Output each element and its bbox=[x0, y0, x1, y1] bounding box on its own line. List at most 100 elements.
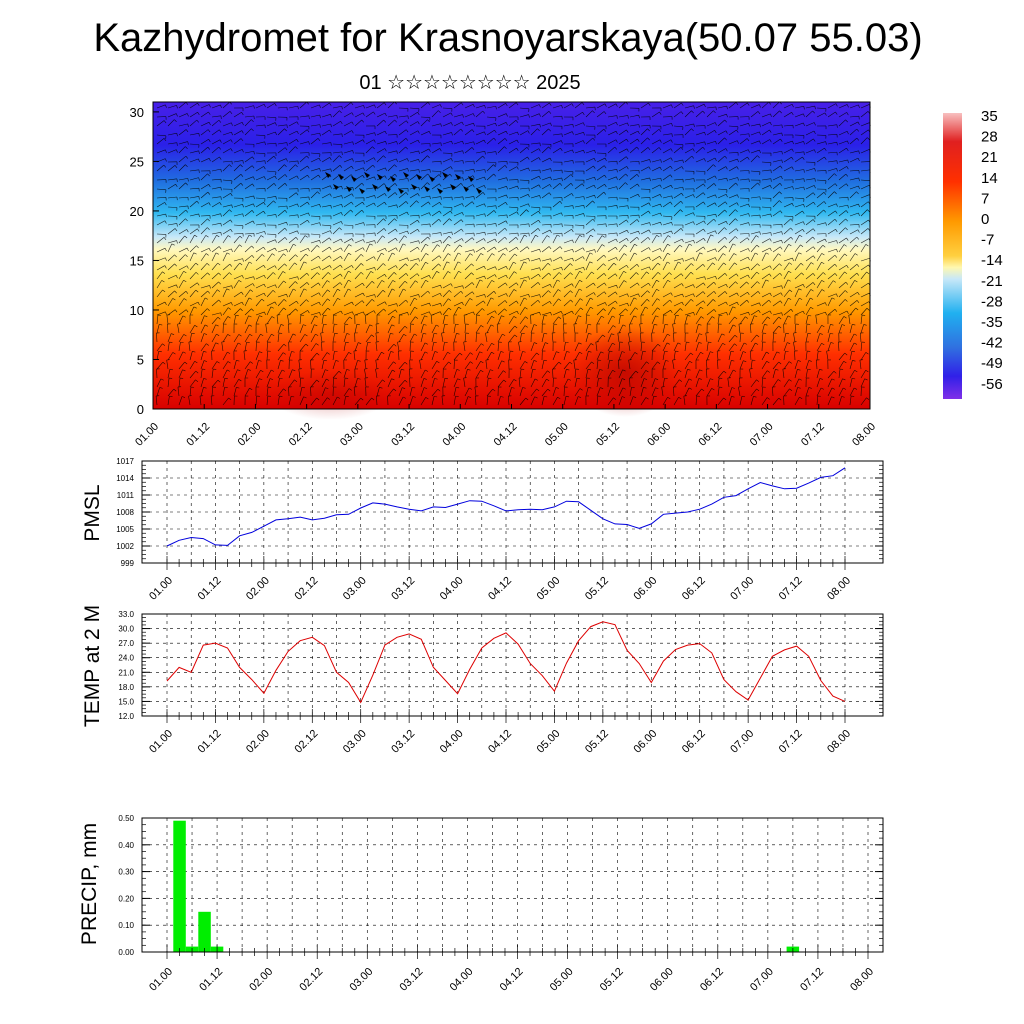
temp-xtick-label: 04.00 bbox=[438, 728, 466, 756]
pmsl-xtick-label: 04.00 bbox=[438, 575, 466, 603]
temp-chart: TEMP at 2 M 12.0 15.0 18.0 21.0 24.0 27.0 30.0… bbox=[81, 605, 884, 756]
precip-xtick-label: 02.12 bbox=[297, 966, 325, 994]
temp-ytick-label: 24.0 bbox=[118, 654, 134, 663]
pmsl-xtick-label: 03.00 bbox=[341, 575, 369, 603]
colorbar-label: -56 bbox=[981, 376, 1003, 393]
colorbar-label: -14 bbox=[981, 252, 1003, 269]
colorbar-label: -35 bbox=[981, 314, 1003, 331]
colorbar-label: 28 bbox=[981, 129, 998, 146]
colorbar-label: -28 bbox=[981, 293, 1003, 310]
temp-xtick-label: 06.12 bbox=[680, 728, 708, 756]
pmsl-ytick-label: 1017 bbox=[116, 457, 134, 466]
pmsl-xtick-label: 02.00 bbox=[244, 575, 272, 603]
colorbar-label: -42 bbox=[981, 335, 1003, 352]
precip-xtick-label: 06.12 bbox=[698, 966, 726, 994]
cs-xtick-label: 06.12 bbox=[697, 421, 725, 449]
pmsl-xtick-label: 04.12 bbox=[486, 575, 514, 603]
temp-xtick-label: 07.00 bbox=[728, 728, 756, 756]
cs-ytick-label: 15 bbox=[130, 253, 144, 268]
precip-xtick-label: 04.00 bbox=[448, 966, 476, 994]
precip-ytick-label: 0.50 bbox=[118, 814, 134, 823]
precip-bar bbox=[173, 820, 186, 952]
temp-xtick-label: 05.00 bbox=[535, 728, 563, 756]
temp-ylabel: TEMP at 2 M bbox=[81, 605, 104, 727]
precip-xtick-label: 08.00 bbox=[848, 966, 876, 994]
pmsl-xtick-label: 06.00 bbox=[631, 575, 659, 603]
chart-title: Kazhydromet for Krasnoyarskaya(50.07 55.… bbox=[93, 16, 923, 60]
precip-ylabel: PRECIP, mm bbox=[78, 823, 101, 945]
temp-xtick-label: 03.00 bbox=[341, 728, 369, 756]
cs-ytick-label: 20 bbox=[130, 204, 144, 219]
colorbar-label: -21 bbox=[981, 273, 1003, 290]
cs-xtick-label: 01.12 bbox=[184, 421, 212, 449]
pmsl-ytick-label: 999 bbox=[121, 559, 135, 568]
precip-xtick-label: 01.00 bbox=[147, 966, 175, 994]
temp-xtick-label: 02.12 bbox=[292, 728, 320, 756]
cs-ytick-label: 10 bbox=[130, 303, 144, 318]
cs-ytick-label: 5 bbox=[137, 352, 144, 367]
temp-xtick-label: 03.12 bbox=[389, 728, 417, 756]
pmsl-xtick-label: 01.12 bbox=[196, 575, 224, 603]
cs-xtick-label: 07.00 bbox=[748, 421, 776, 449]
pmsl-ytick-label: 1005 bbox=[116, 525, 134, 534]
pmsl-xtick-label: 07.00 bbox=[728, 575, 756, 603]
cs-ytick-label: 30 bbox=[130, 105, 144, 120]
temp-xtick-label: 01.12 bbox=[196, 728, 224, 756]
temp-ytick-label: 27.0 bbox=[118, 639, 134, 648]
pmsl-xtick-label: 08.00 bbox=[825, 575, 853, 603]
colorbar-label: -49 bbox=[981, 355, 1003, 372]
precip-ytick-label: 0.40 bbox=[118, 841, 134, 850]
precip-xtick-label: 06.00 bbox=[648, 966, 676, 994]
chart-subtitle: 01 ☆☆☆☆☆☆☆☆ 2025 bbox=[359, 72, 581, 94]
pmsl-ylabel: PMSL bbox=[81, 484, 104, 541]
colorbar-label: 21 bbox=[981, 149, 998, 166]
pmsl-ytick-label: 1011 bbox=[117, 491, 135, 500]
precip-ytick-label: 0.10 bbox=[118, 921, 134, 930]
colorbar-label: 7 bbox=[981, 190, 989, 207]
colorbar-label: -7 bbox=[981, 232, 994, 249]
pmsl-xtick-label: 03.12 bbox=[389, 575, 417, 603]
temp-ytick-label: 30.0 bbox=[118, 625, 134, 634]
precip-ytick-label: 0.30 bbox=[118, 868, 134, 877]
temp-series-line bbox=[166, 621, 846, 704]
cs-xtick-label: 07.12 bbox=[799, 421, 827, 449]
cs-xtick-label: 08.00 bbox=[850, 421, 878, 449]
precip-xtick-label: 01.12 bbox=[197, 966, 225, 994]
pmsl-xtick-label: 02.12 bbox=[292, 575, 320, 603]
precip-xtick-label: 05.12 bbox=[598, 966, 626, 994]
cs-ytick-label: 25 bbox=[130, 154, 144, 169]
pmsl-xtick-label: 05.12 bbox=[583, 575, 611, 603]
pmsl-xtick-label: 05.00 bbox=[535, 575, 563, 603]
pmsl-xtick-label: 01.00 bbox=[147, 575, 175, 603]
cs-xtick-label: 03.00 bbox=[338, 421, 366, 449]
cs-xtick-label: 03.12 bbox=[389, 421, 417, 449]
precip-xtick-label: 02.00 bbox=[247, 966, 275, 994]
pmsl-chart: PMSL 999 1002 1005 1008 1011 1014 1017 01.00 01… bbox=[81, 457, 884, 603]
cs-xtick-label: 05.00 bbox=[543, 421, 571, 449]
cs-xtick-label: 04.00 bbox=[440, 421, 468, 449]
pmsl-xtick-label: 06.12 bbox=[680, 575, 708, 603]
precip-bar bbox=[198, 911, 211, 952]
cs-xtick-label: 04.12 bbox=[492, 421, 520, 449]
temp-xtick-label: 08.00 bbox=[825, 728, 853, 756]
temp-ytick-label: 33.0 bbox=[118, 610, 134, 619]
colorbar bbox=[943, 113, 962, 399]
precip-xtick-label: 07.00 bbox=[748, 966, 776, 994]
cs-xtick-label: 01.00 bbox=[133, 421, 161, 449]
temp-xtick-label: 01.00 bbox=[147, 728, 175, 756]
temp-ytick-label: 18.0 bbox=[118, 683, 134, 692]
temp-ytick-label: 12.0 bbox=[118, 712, 134, 721]
temp-xtick-label: 04.12 bbox=[486, 728, 514, 756]
cs-xtick-label: 05.12 bbox=[594, 421, 622, 449]
precip-xtick-label: 04.12 bbox=[498, 966, 526, 994]
temp-ytick-label: 15.0 bbox=[118, 697, 134, 706]
pmsl-series-line bbox=[166, 467, 846, 547]
colorbar-label: 35 bbox=[981, 108, 998, 125]
temp-xtick-label: 07.12 bbox=[777, 728, 805, 756]
colorbar-label: 14 bbox=[981, 170, 998, 187]
precip-ytick-label: 0.20 bbox=[118, 894, 134, 903]
temp-ytick-label: 21.0 bbox=[118, 668, 134, 677]
cs-xtick-label: 02.00 bbox=[236, 421, 264, 449]
cs-xtick-label: 02.12 bbox=[287, 421, 315, 449]
